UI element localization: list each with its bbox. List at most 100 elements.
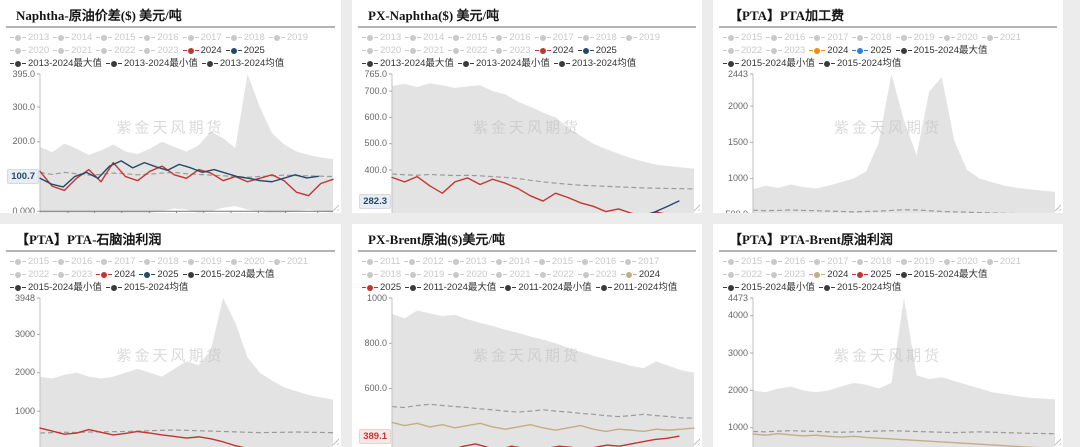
legend-item-2020[interactable]: 2020	[938, 255, 978, 268]
legend-item-2018[interactable]: 2018	[852, 255, 892, 268]
legend-item-2015-2024均值[interactable]: 2015-2024均值	[105, 281, 188, 294]
legend-item-2016[interactable]: 2016	[766, 31, 805, 44]
legend-item-2024[interactable]: 2024	[96, 268, 135, 281]
legend-item-2022[interactable]: 2022	[10, 268, 49, 281]
resize-grip-icon[interactable]	[1052, 436, 1061, 445]
legend-item-2017[interactable]: 2017	[534, 31, 574, 44]
legend-item-2021[interactable]: 2021	[53, 44, 92, 57]
legend-item-2019[interactable]: 2019	[182, 255, 222, 268]
resize-grip-icon[interactable]	[691, 436, 700, 445]
legend-item-2015[interactable]: 2015	[10, 255, 49, 268]
resize-grip-icon[interactable]	[330, 202, 339, 211]
legend-item-2024[interactable]: 2024	[620, 268, 660, 281]
legend-item-2025[interactable]: 2025	[362, 281, 401, 294]
legend-item-2017[interactable]: 2017	[96, 255, 135, 268]
legend-item-2015[interactable]: 2015	[96, 31, 135, 44]
legend-item-2022[interactable]: 2022	[723, 268, 762, 281]
legend-item-2018[interactable]: 2018	[225, 31, 265, 44]
resize-grip-icon[interactable]	[1052, 202, 1061, 211]
legend-item-2019[interactable]: 2019	[268, 31, 308, 44]
legend-item-2018[interactable]: 2018	[577, 31, 617, 44]
legend-item-2022[interactable]: 2022	[448, 44, 487, 57]
legend-item-2015-2024最大值[interactable]: 2015-2024最大值	[182, 268, 275, 281]
legend-item-2011[interactable]: 2011	[362, 255, 400, 268]
legend-item-2023[interactable]: 2023	[766, 44, 805, 57]
legend-item-2019[interactable]: 2019	[895, 31, 935, 44]
legend-item-2019[interactable]: 2019	[895, 255, 935, 268]
legend-item-2024[interactable]: 2024	[809, 268, 848, 281]
legend-item-2019[interactable]: 2019	[405, 268, 444, 281]
legend-item-2011-2024均值[interactable]: 2011-2024均值	[595, 281, 677, 294]
legend-item-2023[interactable]: 2023	[139, 44, 179, 57]
legend-item-2024[interactable]: 2024	[809, 44, 848, 57]
legend-item-2015[interactable]: 2015	[723, 31, 762, 44]
legend-item-2021[interactable]: 2021	[491, 268, 531, 281]
legend-item-2013-2024均值[interactable]: 2013-2024均值	[553, 57, 636, 70]
resize-grip-icon[interactable]	[691, 202, 700, 211]
legend-item-2021[interactable]: 2021	[981, 255, 1021, 268]
legend-item-2015-2024均值[interactable]: 2015-2024均值	[818, 281, 901, 294]
legend-item-2015[interactable]: 2015	[448, 31, 487, 44]
legend-item-2023[interactable]: 2023	[577, 268, 617, 281]
legend-item-2018[interactable]: 2018	[852, 31, 892, 44]
legend-item-2013-2024最小值[interactable]: 2013-2024最小值	[105, 57, 198, 70]
legend-item-2017[interactable]: 2017	[809, 255, 848, 268]
legend-item-2015[interactable]: 2015	[723, 255, 762, 268]
legend-item-2015-2024最大值[interactable]: 2015-2024最大值	[895, 268, 988, 281]
legend-item-2025[interactable]: 2025	[577, 44, 617, 57]
legend-item-2021[interactable]: 2021	[405, 44, 444, 57]
legend-item-2011-2024最大值[interactable]: 2011-2024最大值	[405, 281, 496, 294]
legend-item-2016[interactable]: 2016	[766, 255, 805, 268]
legend-item-2020[interactable]: 2020	[10, 44, 49, 57]
legend-item-2015[interactable]: 2015	[533, 255, 573, 268]
legend-item-2011-2024最小值[interactable]: 2011-2024最小值	[500, 281, 592, 294]
legend-item-2013[interactable]: 2013	[362, 31, 401, 44]
legend-item-2015-2024最小值[interactable]: 2015-2024最小值	[723, 57, 815, 70]
legend-item-2025[interactable]: 2025	[852, 44, 892, 57]
legend-item-2025[interactable]: 2025	[225, 44, 265, 57]
legend-item-2013-2024最小值[interactable]: 2013-2024最小值	[457, 57, 550, 70]
legend-item-2022[interactable]: 2022	[534, 268, 574, 281]
legend-item-2025[interactable]: 2025	[139, 268, 179, 281]
legend-item-2024[interactable]: 2024	[182, 44, 222, 57]
legend-item-2015-2024均值[interactable]: 2015-2024均值	[818, 57, 901, 70]
legend-item-2015-2024最小值[interactable]: 2015-2024最小值	[10, 281, 102, 294]
legend-item-2022[interactable]: 2022	[96, 44, 135, 57]
legend-item-2017[interactable]: 2017	[809, 31, 848, 44]
legend-item-2020[interactable]: 2020	[938, 31, 978, 44]
legend-item-2013-2024均值[interactable]: 2013-2024均值	[201, 57, 284, 70]
legend-marker-line	[10, 62, 14, 65]
legend-item-2021[interactable]: 2021	[268, 255, 308, 268]
legend-item-2016[interactable]: 2016	[53, 255, 92, 268]
legend-item-2013[interactable]: 2013	[10, 31, 49, 44]
legend-item-2024[interactable]: 2024	[534, 44, 574, 57]
legend-item-2022[interactable]: 2022	[723, 44, 762, 57]
legend-item-2021[interactable]: 2021	[981, 31, 1021, 44]
legend-item-2020[interactable]: 2020	[362, 44, 401, 57]
legend-item-2019[interactable]: 2019	[620, 31, 660, 44]
legend-item-2016[interactable]: 2016	[491, 31, 531, 44]
legend-item-2023[interactable]: 2023	[491, 44, 531, 57]
legend-item-2016[interactable]: 2016	[577, 255, 616, 268]
legend-item-2025[interactable]: 2025	[852, 268, 892, 281]
legend-item-2014[interactable]: 2014	[53, 31, 92, 44]
legend-item-2015-2024最大值[interactable]: 2015-2024最大值	[895, 44, 988, 57]
legend-item-2017[interactable]: 2017	[182, 31, 222, 44]
legend-item-2017[interactable]: 2017	[620, 255, 659, 268]
legend-item-2015-2024最小值[interactable]: 2015-2024最小值	[723, 281, 815, 294]
legend-item-2013-2024最大值[interactable]: 2013-2024最大值	[10, 57, 102, 70]
legend-item-2014[interactable]: 2014	[490, 255, 530, 268]
resize-grip-icon[interactable]	[330, 436, 339, 445]
legend-item-2014[interactable]: 2014	[405, 31, 444, 44]
legend-item-2018[interactable]: 2018	[362, 268, 401, 281]
legend-item-2018[interactable]: 2018	[139, 255, 179, 268]
legend-item-2016[interactable]: 2016	[139, 31, 179, 44]
legend-item-2023[interactable]: 2023	[766, 268, 805, 281]
legend-marker-line	[96, 273, 101, 276]
legend-item-2023[interactable]: 2023	[53, 268, 92, 281]
legend-item-2012[interactable]: 2012	[404, 255, 444, 268]
legend-item-2020[interactable]: 2020	[448, 268, 487, 281]
legend-item-2020[interactable]: 2020	[225, 255, 265, 268]
legend-item-2013[interactable]: 2013	[447, 255, 487, 268]
legend-item-2013-2024最大值[interactable]: 2013-2024最大值	[362, 57, 454, 70]
